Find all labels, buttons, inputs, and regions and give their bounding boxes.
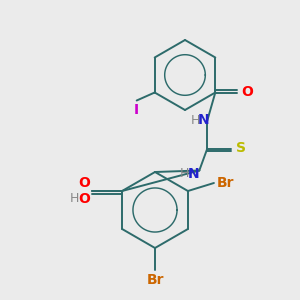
- Text: I: I: [134, 103, 139, 118]
- Text: O: O: [78, 192, 90, 206]
- Text: H: H: [180, 167, 189, 180]
- Text: N: N: [188, 167, 199, 181]
- Text: S: S: [236, 142, 246, 155]
- Text: O: O: [242, 85, 253, 100]
- Text: H: H: [69, 193, 79, 206]
- Text: N: N: [197, 113, 209, 128]
- Text: O: O: [78, 176, 90, 190]
- Text: Br: Br: [217, 176, 235, 190]
- Text: Br: Br: [146, 273, 164, 287]
- Text: H: H: [190, 114, 200, 127]
